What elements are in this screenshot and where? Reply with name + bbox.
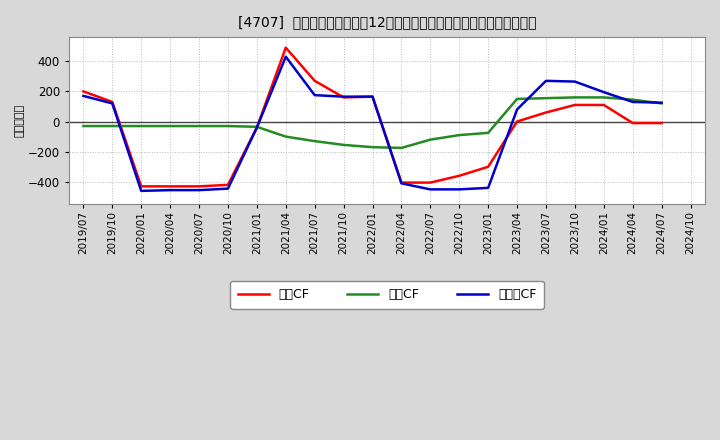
営業CF <box>339 95 348 100</box>
投資CF <box>484 130 492 136</box>
フリーCF <box>600 89 608 95</box>
フリーCF <box>108 101 117 106</box>
Line: 投資CF: 投資CF <box>84 97 662 148</box>
投資CF <box>253 124 261 129</box>
Line: 営業CF: 営業CF <box>84 48 662 187</box>
投資CF <box>657 101 666 106</box>
営業CF <box>368 94 377 99</box>
投資CF <box>397 145 406 150</box>
投資CF <box>455 132 464 138</box>
投資CF <box>137 123 145 128</box>
フリーCF <box>455 187 464 192</box>
フリーCF <box>253 125 261 130</box>
営業CF <box>455 173 464 179</box>
フリーCF <box>484 185 492 191</box>
営業CF <box>541 110 550 115</box>
フリーCF <box>224 186 233 191</box>
営業CF <box>194 184 203 189</box>
フリーCF <box>513 107 521 112</box>
Legend: 営業CF, 投資CF, フリーCF: 営業CF, 投資CF, フリーCF <box>230 281 544 309</box>
フリーCF <box>282 54 290 59</box>
フリーCF <box>137 188 145 194</box>
営業CF <box>657 121 666 126</box>
Y-axis label: （百万円）: （百万円） <box>15 104 25 137</box>
フリーCF <box>426 187 435 192</box>
営業CF <box>166 184 174 189</box>
営業CF <box>224 182 233 187</box>
投資CF <box>166 123 174 128</box>
フリーCF <box>657 100 666 105</box>
営業CF <box>600 103 608 108</box>
投資CF <box>570 95 579 100</box>
投資CF <box>513 96 521 102</box>
営業CF <box>137 184 145 189</box>
フリーCF <box>368 94 377 99</box>
営業CF <box>629 121 637 126</box>
フリーCF <box>310 92 319 98</box>
フリーCF <box>166 187 174 193</box>
フリーCF <box>397 181 406 186</box>
営業CF <box>310 78 319 84</box>
営業CF <box>108 99 117 105</box>
営業CF <box>253 125 261 130</box>
営業CF <box>79 89 88 94</box>
投資CF <box>194 123 203 128</box>
投資CF <box>310 139 319 144</box>
投資CF <box>339 142 348 147</box>
フリーCF <box>629 99 637 105</box>
営業CF <box>426 180 435 185</box>
営業CF <box>513 119 521 124</box>
フリーCF <box>79 93 88 99</box>
フリーCF <box>570 79 579 84</box>
営業CF <box>282 45 290 50</box>
投資CF <box>600 95 608 100</box>
投資CF <box>224 123 233 128</box>
投資CF <box>282 134 290 139</box>
Title: [4707]  キャッシュフローの12か月移動合計の対前年同期増減額の推移: [4707] キャッシュフローの12か月移動合計の対前年同期増減額の推移 <box>238 15 536 29</box>
投資CF <box>541 95 550 101</box>
フリーCF <box>194 187 203 193</box>
投資CF <box>368 144 377 150</box>
投資CF <box>108 123 117 128</box>
Line: フリーCF: フリーCF <box>84 57 662 191</box>
フリーCF <box>339 94 348 99</box>
投資CF <box>426 137 435 142</box>
営業CF <box>484 164 492 169</box>
投資CF <box>629 97 637 103</box>
フリーCF <box>541 78 550 84</box>
営業CF <box>397 180 406 185</box>
投資CF <box>79 123 88 128</box>
営業CF <box>570 103 579 108</box>
